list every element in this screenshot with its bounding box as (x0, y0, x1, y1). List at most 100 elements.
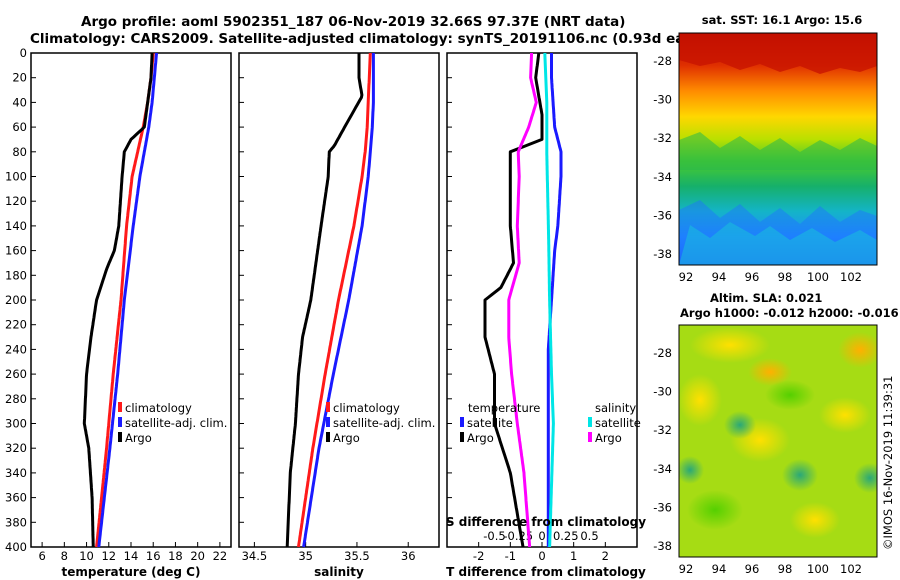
series-line-salinity-argo (507, 53, 538, 548)
depth-tick-label: 60 (12, 120, 27, 134)
legend-swatch-argo (118, 432, 122, 442)
salinity-legend: climatology satellite-adj. clim. Argo (326, 401, 435, 445)
legend-swatch-satellite-adj (326, 417, 330, 427)
map-y-tick-label: -36 (653, 208, 672, 222)
x-tick-label: 18 (168, 549, 183, 563)
salinity-xlabel: salinity (314, 565, 364, 579)
legend-label-s-argo: Argo (595, 431, 622, 445)
legend-label-t-satellite: satellite (467, 416, 513, 430)
temperature-legend: climatology satellite-adj. clim. Argo (118, 401, 227, 445)
s-diff-tick-label: -0.25 (503, 529, 533, 543)
legend-swatch-satellite-adj (118, 417, 122, 427)
depth-tick-label: 240 (5, 342, 27, 356)
map-y-tick-label: -28 (653, 346, 672, 360)
map-x-tick-label: 96 (745, 270, 760, 284)
sst-map (679, 33, 877, 265)
series-line-climatology (297, 52, 372, 548)
depth-tick-label: 80 (12, 145, 27, 159)
difference-xlabel: T difference from climatology (446, 565, 646, 579)
map-y-tick-label: -36 (653, 500, 672, 514)
legend-label-climatology: climatology (125, 401, 192, 415)
depth-tick-label: 320 (5, 441, 27, 455)
x-tick-label: 34.5 (242, 549, 268, 563)
x-tick-label: 14 (124, 549, 139, 563)
legend-label-argo: Argo (125, 431, 152, 445)
map-x-tick-label: 92 (679, 270, 694, 284)
sst-map-title: sat. SST: 16.1 Argo: 15.6 (702, 13, 862, 27)
legend-title-temperature: temperature (468, 401, 540, 415)
series-line-climatology (95, 52, 155, 548)
x-tick-label: 6 (38, 549, 45, 563)
map-x-tick-label: 92 (679, 562, 694, 576)
series-line-satellite-adj-clim- (302, 53, 375, 548)
depth-axis: 0 20 40 60 80 100 120 140 160 180 200 220 240 260 280 3… (5, 46, 452, 554)
map-y-tick-label: -34 (653, 462, 672, 476)
depth-tick-label: 280 (5, 392, 27, 406)
x-tick-label: -1 (505, 549, 516, 563)
x-tick-label: 16 (146, 549, 161, 563)
legend-label-climatology: climatology (333, 401, 400, 415)
series-line-argo (285, 53, 364, 548)
x-tick-label: 20 (190, 549, 205, 563)
sla-map-axes: 92 94 96 98 100 102 -28 -30 -32 -34 -36 -38 (653, 346, 862, 576)
depth-tick-label: 160 (5, 244, 27, 258)
depth-tick-label: 360 (5, 491, 27, 505)
x-tick-label: 36 (401, 549, 416, 563)
map-y-tick-label: -34 (653, 170, 672, 184)
legend-swatch-argo (326, 432, 330, 442)
series-line-salinity-satellite (543, 53, 555, 548)
depth-tick-label: 340 (5, 466, 27, 480)
x-tick-label: 12 (101, 549, 116, 563)
sst-map-axes: 92 94 96 98 100 102 -28 -30 -32 -34 -36 -38 (653, 54, 862, 284)
map-y-tick-label: -38 (653, 539, 672, 553)
depth-tick-label: 140 (5, 219, 27, 233)
title-line-1: Argo profile: aoml 5902351_187 06-Nov-20… (81, 14, 625, 30)
difference-legend-salinity: salinity satellite Argo (588, 401, 641, 445)
series-line-temperature-satellite (546, 53, 563, 547)
map-y-tick-label: -38 (653, 247, 672, 261)
series-line-temperature-argo (483, 52, 544, 548)
depth-tick-label: 220 (5, 318, 27, 332)
map-x-tick-label: 100 (807, 270, 829, 284)
map-y-tick-label: -28 (653, 54, 672, 68)
depth-tick-label: 120 (5, 194, 27, 208)
map-y-tick-label: -30 (653, 93, 672, 107)
legend-label-argo: Argo (333, 431, 360, 445)
map-x-tick-label: 102 (840, 270, 862, 284)
s-diff-tick-label: 0.25 (553, 529, 579, 543)
map-x-tick-label: 98 (778, 270, 793, 284)
sla-map (679, 325, 877, 557)
map-x-tick-label: 94 (712, 270, 727, 284)
x-tick-label: 8 (61, 549, 68, 563)
depth-tick-label: 200 (5, 293, 27, 307)
depth-tick-label: 260 (5, 367, 27, 381)
legend-label-s-satellite: satellite (595, 416, 641, 430)
x-tick-label: 0 (538, 549, 545, 563)
map-y-tick-label: -32 (653, 423, 672, 437)
difference-legend-temperature: temperature satellite Argo (460, 401, 540, 445)
map-x-tick-label: 102 (840, 562, 862, 576)
x-tick-label: 22 (213, 549, 228, 563)
map-x-tick-label: 98 (778, 562, 793, 576)
depth-tick-label: 400 (5, 540, 27, 554)
depth-tick-label: 180 (5, 268, 27, 282)
legend-swatch-climatology (118, 402, 122, 412)
s-diff-tick-label: -0.5 (483, 529, 505, 543)
legend-swatch-s-argo (588, 432, 592, 442)
sst-map-frame (678, 32, 878, 266)
depth-tick-label: 20 (12, 71, 27, 85)
series-line-satellite-adj-clim- (97, 52, 159, 548)
x-tick-label: -2 (473, 549, 484, 563)
depth-tick-label: 0 (20, 46, 27, 60)
sla-map-frame (678, 324, 878, 558)
legend-label-satellite-adj: satellite-adj. clim. (125, 416, 227, 430)
s-diff-tick-label: 0.5 (580, 529, 598, 543)
temperature-panel (30, 52, 232, 548)
map-y-tick-label: -30 (653, 385, 672, 399)
sla-map-subtitle: Argo h1000: -0.012 h2000: -0.016 (680, 306, 899, 320)
temperature-xlabel: temperature (deg C) (62, 565, 201, 579)
x-tick-label: 2 (602, 549, 609, 563)
x-tick-label: 10 (79, 549, 94, 563)
title-line-2: Climatology: CARS2009. Satellite-adjuste… (30, 31, 722, 47)
